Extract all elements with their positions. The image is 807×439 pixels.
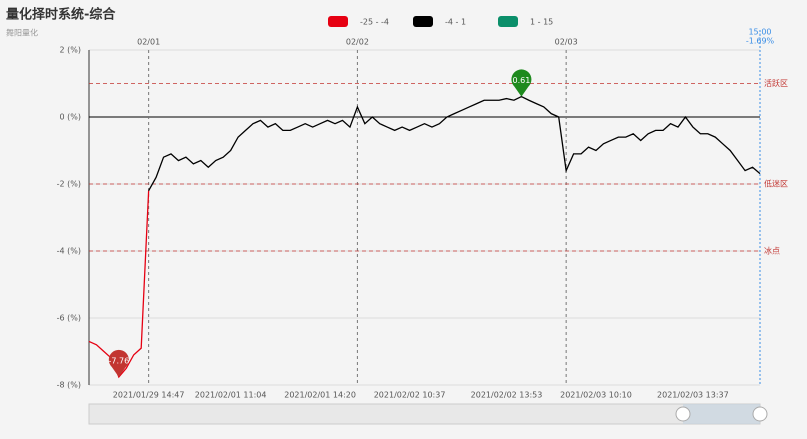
zoom-handle[interactable]	[675, 406, 691, 422]
mark-pin	[511, 69, 532, 97]
x-tick-label: 2021/02/01 14:20	[284, 391, 356, 400]
legend-swatch	[328, 16, 348, 27]
y-tick-label: -4 (%)	[57, 247, 81, 256]
data-zoom[interactable]	[88, 403, 768, 425]
mark-pin-label: 0.61	[513, 76, 531, 85]
pointer-value: -1.69%	[746, 37, 775, 46]
x-tick-label: 2021/02/03 10:10	[560, 391, 632, 400]
chart-subtitle: 舞阳量化	[6, 28, 38, 38]
zoom-window[interactable]	[683, 404, 760, 424]
legend-label: 1 - 15	[530, 18, 553, 27]
legend: -25 - -4 -4 - 1 1 - 15	[328, 16, 553, 27]
mark-pin-label: -7.76	[108, 356, 129, 365]
x-tick-label: 2021/01/29 14:47	[113, 391, 185, 400]
x-tick-label: 2021/02/02 10:37	[374, 391, 446, 400]
mark-pin	[108, 349, 129, 377]
legend-label: -25 - -4	[360, 18, 389, 27]
x-tick-label: 2021/02/02 13:53	[471, 391, 543, 400]
y-tick-label: -2 (%)	[57, 180, 81, 189]
line-segment	[88, 190, 150, 379]
legend-label: -4 - 1	[445, 18, 466, 27]
zoom-track	[88, 403, 761, 425]
mark-line-label: 低迷区	[764, 179, 788, 189]
day-label: 02/02	[346, 38, 369, 47]
day-label: 02/03	[555, 38, 578, 47]
mark-line-label: 冰点	[764, 246, 780, 256]
y-tick-label: 0 (%)	[60, 113, 81, 122]
zoom-handle[interactable]	[752, 406, 768, 422]
y-tick-label: -6 (%)	[57, 314, 81, 323]
x-tick-label: 2021/02/03 13:37	[657, 391, 729, 400]
y-tick-label: -8 (%)	[57, 381, 81, 390]
x-tick-label: 2021/02/01 11:04	[195, 391, 267, 400]
legend-swatch	[498, 16, 518, 27]
line-segment	[148, 95, 761, 192]
day-label: 02/01	[137, 38, 160, 47]
legend-swatch	[413, 16, 433, 27]
pointer-time: 15:00	[748, 28, 771, 37]
mark-line-label: 活跃区	[764, 78, 788, 88]
chart-title: 量化择时系统-综合	[6, 7, 116, 23]
y-tick-label: 2 (%)	[60, 46, 81, 55]
